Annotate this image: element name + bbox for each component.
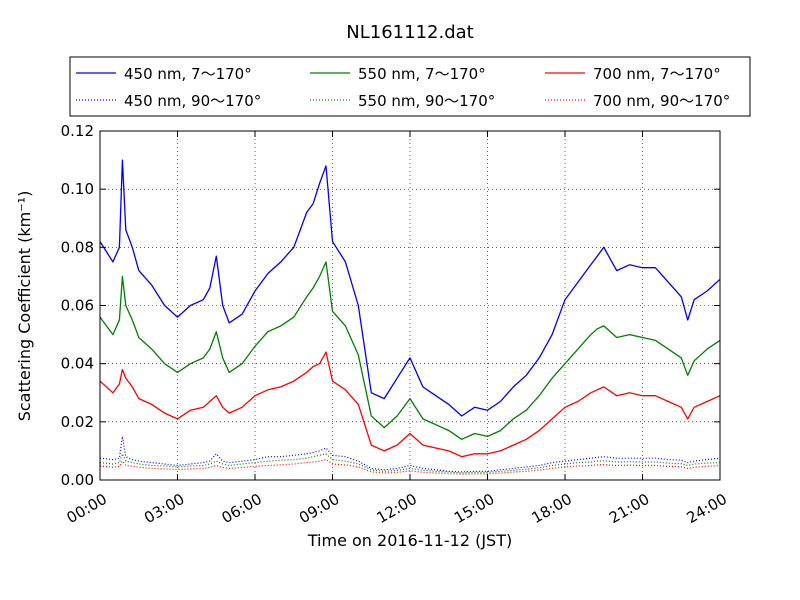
y-tick-label: 0.12 xyxy=(61,122,94,140)
y-tick-label: 0.10 xyxy=(61,180,94,198)
x-tick-label: 03:00 xyxy=(141,490,187,527)
legend-label: 450 nm, 90～170° xyxy=(124,92,261,110)
x-tick-label: 12:00 xyxy=(374,490,420,527)
x-tick-label: 18:00 xyxy=(529,490,575,527)
legend-label: 700 nm, 90～170° xyxy=(593,92,730,110)
x-tick-label: 15:00 xyxy=(451,490,497,527)
y-axis-label: Scattering Coefficient (km⁻¹) xyxy=(15,191,34,422)
x-tick-label: 09:00 xyxy=(296,490,342,527)
legend-label: 450 nm, 7～170° xyxy=(124,65,252,83)
y-tick-label: 0.04 xyxy=(61,355,94,373)
x-tick-label: 21:00 xyxy=(606,490,652,527)
legend-label: 550 nm, 90～170° xyxy=(358,92,495,110)
legend-label: 550 nm, 7～170° xyxy=(358,65,486,83)
x-tick-label: 06:00 xyxy=(219,490,265,527)
chart-title: NL161112.dat xyxy=(346,22,473,43)
y-tick-label: 0.02 xyxy=(61,413,94,431)
x-tick-label: 24:00 xyxy=(684,490,730,527)
legend-label: 700 nm, 7～170° xyxy=(593,65,721,83)
x-axis-label: Time on 2016-11-12 (JST) xyxy=(307,531,512,550)
x-tick-label: 00:00 xyxy=(64,490,110,527)
y-tick-label: 0.08 xyxy=(61,238,94,256)
y-tick-label: 0.00 xyxy=(61,471,94,489)
y-tick-label: 0.06 xyxy=(61,297,94,315)
